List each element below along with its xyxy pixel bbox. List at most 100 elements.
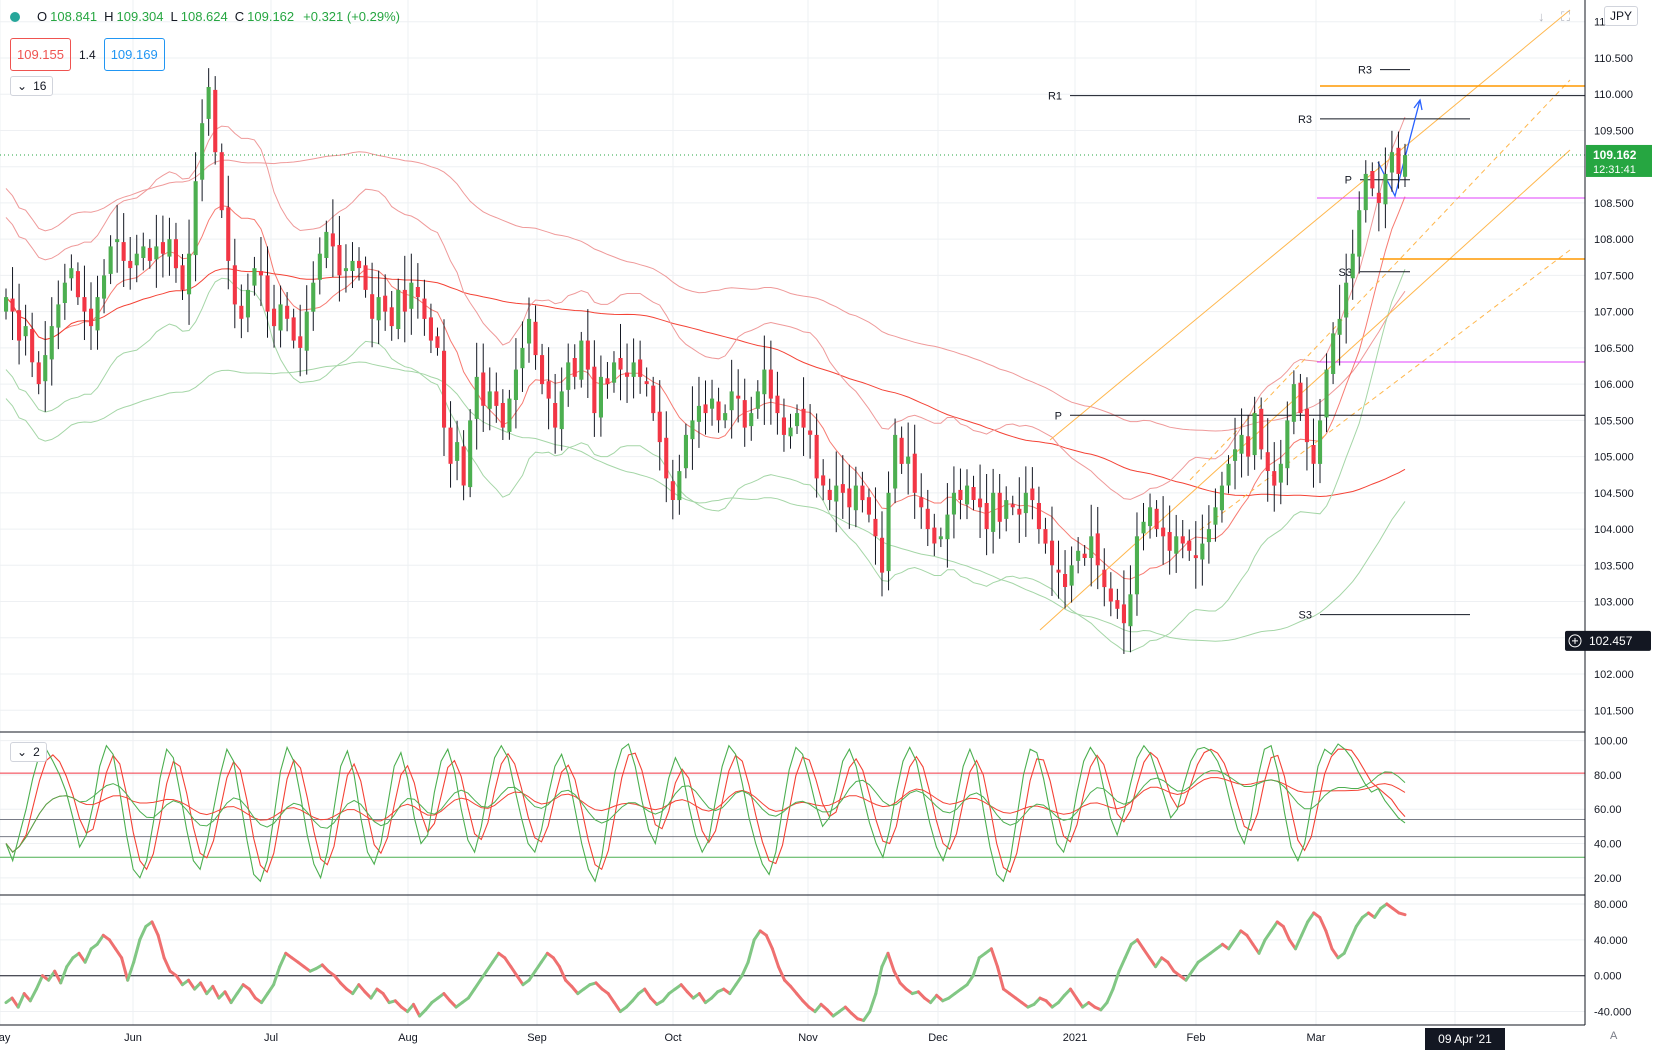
low-value: 108.624 bbox=[180, 9, 228, 24]
momentum-tick-label: 40.000 bbox=[1594, 935, 1628, 947]
candle-body bbox=[814, 434, 819, 479]
candle-body bbox=[1187, 540, 1192, 551]
candle-body bbox=[997, 492, 1002, 522]
indicator-count: 16 bbox=[33, 79, 47, 93]
candle-body bbox=[801, 408, 806, 428]
momentum-segment bbox=[1373, 906, 1383, 919]
candle-body bbox=[1141, 521, 1146, 534]
candle-body bbox=[1108, 588, 1113, 602]
candle-body bbox=[167, 239, 172, 257]
candle-body bbox=[742, 400, 747, 428]
momentum-tick-label: -40.000 bbox=[1594, 1007, 1631, 1019]
momentum-segment bbox=[606, 992, 616, 1005]
candle-body bbox=[141, 246, 146, 258]
candle-body bbox=[1389, 152, 1394, 173]
auto-scale-button[interactable]: A bbox=[1610, 1030, 1618, 1042]
pivot-label: R3 bbox=[1298, 114, 1312, 126]
candle-body bbox=[187, 253, 192, 295]
osc-indicators-toggle[interactable]: ⌄ 2 bbox=[10, 742, 47, 762]
candle-body bbox=[62, 282, 67, 303]
candle-body bbox=[984, 503, 989, 530]
momentum-segment bbox=[515, 974, 525, 987]
price-tick-label: 105.000 bbox=[1594, 452, 1634, 464]
momentum-segment bbox=[466, 987, 476, 1000]
candle-body bbox=[873, 518, 878, 537]
currency-badge[interactable]: JPY bbox=[1604, 6, 1639, 26]
candle-body bbox=[245, 289, 250, 318]
candle-body bbox=[1121, 604, 1126, 624]
main-indicators-toggle[interactable]: ⌄ 16 bbox=[10, 76, 54, 96]
momentum-segment bbox=[813, 1002, 823, 1014]
momentum-segment bbox=[59, 965, 69, 985]
momentum-segment bbox=[1251, 942, 1261, 955]
crosshair-date-label: 09 Apr '21 bbox=[1438, 1032, 1492, 1046]
momentum-segment bbox=[886, 951, 896, 973]
candle-body bbox=[461, 446, 466, 486]
low-label: L bbox=[170, 9, 178, 24]
download-icon[interactable]: ↓ bbox=[1538, 9, 1545, 24]
price-tick-label: 103.000 bbox=[1594, 597, 1634, 609]
osc-tick-label: 20.00 bbox=[1594, 873, 1622, 885]
buy-button[interactable]: 109.169 bbox=[103, 38, 165, 71]
momentum-segment bbox=[989, 947, 999, 969]
sell-button[interactable]: 109.155 bbox=[10, 38, 71, 71]
momentum-segment bbox=[10, 996, 20, 1009]
candle-body bbox=[749, 413, 754, 427]
momentum-segment bbox=[880, 951, 890, 969]
candle-body bbox=[899, 437, 904, 464]
candle-body bbox=[213, 89, 218, 153]
candle-body bbox=[781, 417, 786, 435]
candle-body bbox=[494, 391, 499, 406]
momentum-segment bbox=[795, 992, 805, 1003]
momentum-segment bbox=[229, 992, 239, 1005]
candle-body bbox=[644, 381, 649, 385]
momentum-segment bbox=[1269, 920, 1279, 933]
candle-body bbox=[912, 453, 917, 493]
momentum-segment bbox=[1148, 956, 1158, 969]
candle-body bbox=[1285, 420, 1290, 469]
pivot-label: P bbox=[1345, 175, 1352, 187]
plus-icon-cross bbox=[1572, 637, 1578, 644]
momentum-segment bbox=[527, 969, 537, 982]
candle-body bbox=[1213, 507, 1218, 525]
momentum-segment bbox=[1281, 924, 1291, 942]
bid-ask-panel: 109.155 1.4 109.169 bbox=[10, 38, 165, 71]
candle-body bbox=[1174, 536, 1179, 554]
time-tick-label: 2021 bbox=[1063, 1032, 1087, 1044]
spread-value: 1.4 bbox=[79, 47, 96, 62]
candle-body bbox=[690, 420, 695, 440]
candle-body bbox=[553, 403, 558, 428]
momentum-segment bbox=[278, 951, 288, 969]
momentum-segment bbox=[746, 938, 756, 964]
candle-body bbox=[304, 311, 309, 351]
candle-body bbox=[657, 411, 662, 443]
candle-body bbox=[265, 275, 270, 312]
candle-body bbox=[448, 427, 453, 464]
candle-body bbox=[1193, 555, 1198, 559]
momentum-segment bbox=[996, 965, 1005, 991]
momentum-segment bbox=[539, 951, 549, 964]
candle-body bbox=[527, 318, 532, 344]
momentum-segment bbox=[491, 951, 501, 964]
osc-tick-label: 60.00 bbox=[1594, 804, 1622, 816]
candle-body bbox=[736, 395, 741, 399]
candle-body bbox=[422, 298, 427, 319]
osc-tick-label: 80.00 bbox=[1594, 770, 1622, 782]
candle-body bbox=[1403, 155, 1408, 177]
candle-body bbox=[971, 487, 976, 500]
crosshair-price-label: 102.457 bbox=[1589, 634, 1633, 648]
candle-body bbox=[1082, 553, 1087, 558]
arrow-head bbox=[1413, 98, 1423, 111]
candle-body bbox=[546, 381, 551, 399]
candle-body bbox=[605, 378, 610, 385]
candle-body bbox=[258, 271, 263, 276]
momentum-segment bbox=[1105, 987, 1115, 1005]
fullscreen-icon[interactable]: ⛶ bbox=[1561, 9, 1571, 24]
candle-body bbox=[670, 481, 675, 500]
candle-body bbox=[1219, 485, 1224, 511]
candle-body bbox=[154, 246, 159, 260]
momentum-segment bbox=[503, 956, 513, 969]
candle-body bbox=[396, 289, 401, 329]
